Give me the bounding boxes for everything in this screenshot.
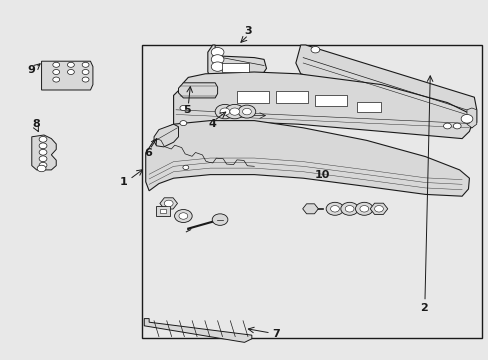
Bar bbox=[156, 206, 170, 216]
Text: 1: 1 bbox=[120, 177, 127, 187]
Circle shape bbox=[82, 62, 89, 67]
Circle shape bbox=[340, 202, 358, 215]
Circle shape bbox=[39, 136, 47, 142]
Bar bbox=[276, 91, 307, 103]
Circle shape bbox=[82, 77, 89, 82]
Circle shape bbox=[325, 202, 343, 215]
Polygon shape bbox=[144, 319, 251, 342]
Bar bbox=[356, 102, 381, 112]
Circle shape bbox=[443, 123, 450, 129]
Circle shape bbox=[39, 149, 47, 155]
Polygon shape bbox=[466, 108, 476, 128]
Circle shape bbox=[67, 69, 74, 75]
Text: 10: 10 bbox=[314, 170, 330, 180]
Circle shape bbox=[238, 105, 255, 118]
Text: 7: 7 bbox=[272, 329, 280, 339]
Text: 2: 2 bbox=[420, 303, 427, 313]
Text: 5: 5 bbox=[183, 105, 191, 115]
Text: 9: 9 bbox=[28, 65, 36, 75]
Circle shape bbox=[53, 77, 60, 82]
Polygon shape bbox=[41, 61, 93, 90]
Circle shape bbox=[212, 214, 227, 225]
Circle shape bbox=[355, 202, 372, 215]
Bar bbox=[222, 63, 249, 72]
Text: 3: 3 bbox=[244, 26, 252, 36]
Polygon shape bbox=[154, 124, 178, 147]
Circle shape bbox=[211, 48, 224, 57]
Circle shape bbox=[82, 69, 89, 75]
Polygon shape bbox=[145, 121, 468, 196]
Circle shape bbox=[224, 104, 244, 119]
Bar bbox=[142, 45, 481, 338]
Polygon shape bbox=[32, 135, 56, 170]
Circle shape bbox=[330, 206, 339, 212]
Circle shape bbox=[211, 62, 224, 71]
Circle shape bbox=[215, 104, 234, 119]
Circle shape bbox=[53, 62, 60, 67]
Polygon shape bbox=[173, 72, 471, 139]
Polygon shape bbox=[207, 45, 266, 81]
Circle shape bbox=[452, 123, 460, 129]
Polygon shape bbox=[295, 45, 476, 128]
Bar bbox=[315, 95, 346, 106]
Circle shape bbox=[179, 213, 187, 219]
Circle shape bbox=[67, 62, 74, 67]
Circle shape bbox=[37, 165, 46, 172]
Polygon shape bbox=[178, 83, 217, 98]
Circle shape bbox=[183, 165, 188, 170]
Circle shape bbox=[174, 210, 192, 222]
Circle shape bbox=[180, 105, 186, 111]
Bar bbox=[160, 209, 166, 213]
Circle shape bbox=[39, 156, 47, 162]
Circle shape bbox=[53, 69, 60, 75]
Polygon shape bbox=[302, 204, 318, 214]
Polygon shape bbox=[369, 203, 387, 215]
Circle shape bbox=[345, 206, 353, 212]
Bar bbox=[237, 91, 268, 103]
Text: 4: 4 bbox=[208, 119, 216, 129]
Circle shape bbox=[164, 200, 173, 207]
Circle shape bbox=[374, 206, 383, 212]
Circle shape bbox=[242, 108, 251, 115]
Circle shape bbox=[359, 206, 368, 212]
Circle shape bbox=[39, 162, 47, 168]
Text: 8: 8 bbox=[32, 119, 40, 129]
Circle shape bbox=[211, 55, 224, 64]
Circle shape bbox=[39, 143, 47, 149]
Circle shape bbox=[229, 108, 239, 115]
Circle shape bbox=[310, 46, 319, 53]
Circle shape bbox=[220, 108, 229, 115]
Circle shape bbox=[180, 121, 186, 126]
Text: 6: 6 bbox=[144, 148, 152, 158]
Circle shape bbox=[460, 114, 472, 123]
Polygon shape bbox=[160, 198, 177, 209]
